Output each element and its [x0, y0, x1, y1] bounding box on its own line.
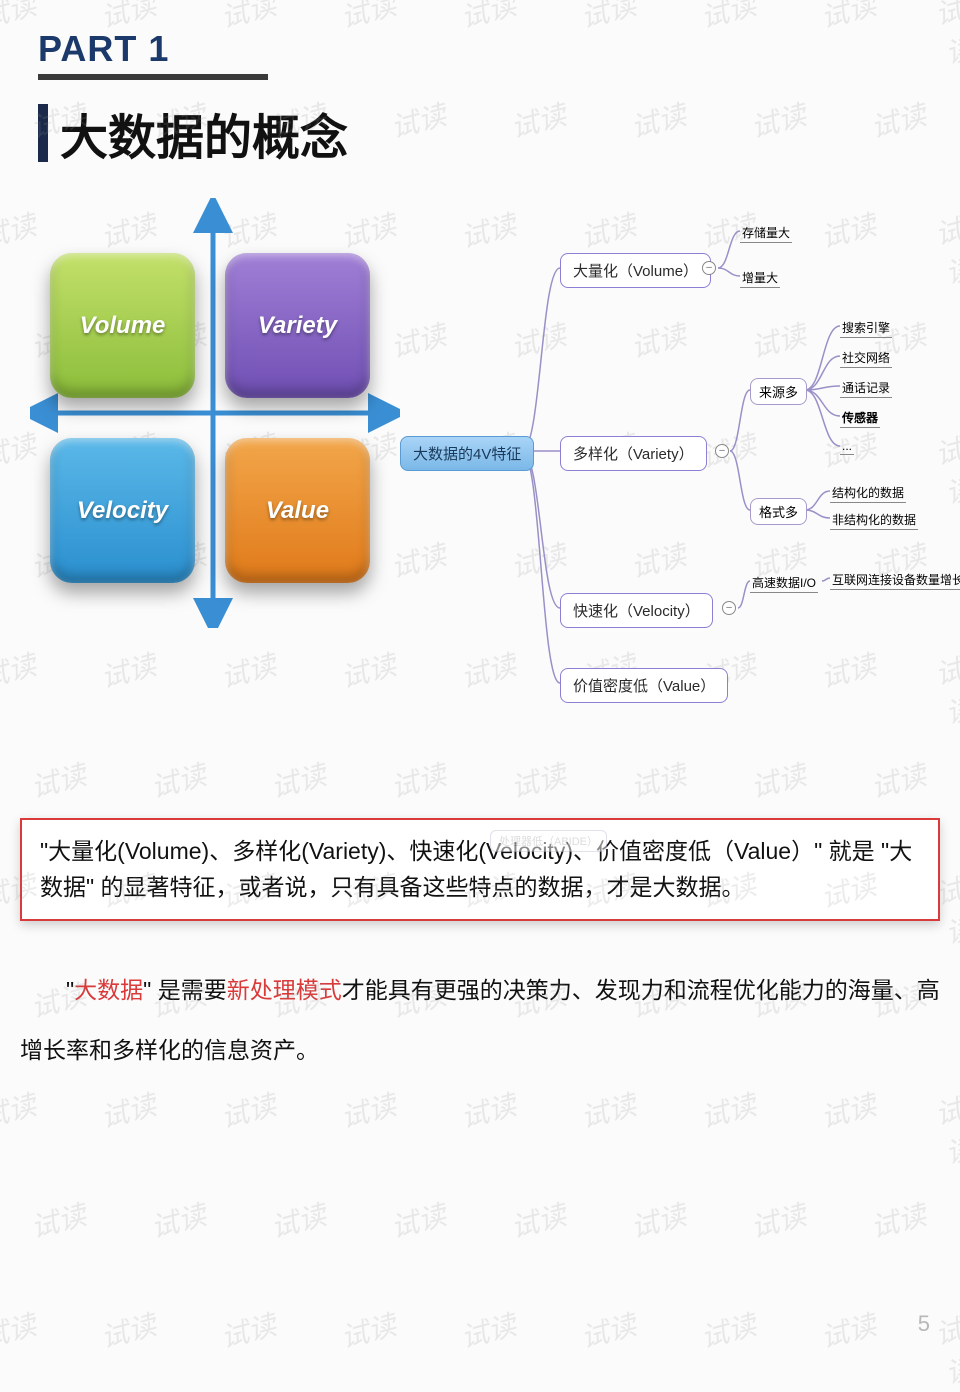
title-accent-bar [38, 104, 48, 162]
quadrant-tile-value: Value [225, 438, 370, 583]
watermark-text: 试读 [746, 753, 810, 806]
watermark-text: 试读 [146, 753, 210, 806]
mindmap-leaf: 传感器 [840, 408, 880, 428]
mindmap-leaf: 结构化的数据 [830, 483, 906, 503]
watermark-text: 试读 [506, 1193, 570, 1246]
watermark-text: 试读 [866, 753, 930, 806]
watermark-text: 试读 [96, 1083, 160, 1136]
page-title: 大数据的概念 [60, 98, 348, 168]
watermark-text: 试读 [696, 1303, 760, 1356]
mindmap-leaf: 增量大 [740, 268, 780, 288]
watermark-text: 试读 [0, 1303, 40, 1356]
watermark-text: 试读 [626, 1193, 690, 1246]
mindmap-node-velocity: 快速化（Velocity） [560, 593, 713, 628]
watermark-text: 试读 [816, 1303, 880, 1356]
mindmap-leaf: 非结构化的数据 [830, 510, 918, 530]
watermark-text: 试读 [866, 1193, 930, 1246]
definition-paragraph: "大数据" 是需要新处理模式才能具有更强的决策力、发现力和流程优化能力的海量、高… [20, 961, 940, 1081]
quadrant-tile-velocity: Velocity [50, 438, 195, 583]
watermark-text: 试读 [626, 753, 690, 806]
watermark-text: 试读 [930, 1308, 960, 1392]
mindmap-leaf: 互联网连接设备数量增长 [830, 570, 960, 590]
watermark-text: 试读 [456, 1303, 520, 1356]
expand-icon: – [722, 601, 736, 615]
watermark-text: 试读 [0, 1083, 40, 1136]
para-text: " [66, 977, 74, 1003]
mindmap-sub: 来源多 [750, 378, 807, 405]
watermark-text: 试读 [216, 1303, 280, 1356]
four-v-mindmap: 大数据的4V特征 大量化（Volume） 多样化（Variety） 快速化（Veloc… [400, 198, 950, 758]
mindmap-node-volume: 大量化（Volume） [560, 253, 711, 288]
mindmap-sub: 格式多 [750, 498, 807, 525]
watermark-text: 试读 [816, 1083, 880, 1136]
mindmap-node-value: 价值密度低（Value） [560, 668, 728, 703]
four-v-quadrant: VolumeVarietyVelocityValue [30, 198, 400, 628]
quadrant-tile-variety: Variety [225, 253, 370, 398]
watermark-text: 试读 [26, 1193, 90, 1246]
mindmap-leaf: 存储量大 [740, 223, 792, 243]
mindmap-sub: 高速数据I/O [750, 573, 818, 593]
para-text: " 是需要 [143, 977, 227, 1003]
mindmap-leaf: 搜索引擎 [840, 318, 892, 338]
watermark-text: 试读 [506, 753, 570, 806]
watermark-text: 试读 [266, 753, 330, 806]
mindmap-node-variety: 多样化（Variety） [560, 436, 707, 471]
mindmap-leaf: 通话记录 [840, 378, 892, 398]
page-number: 5 [918, 1311, 930, 1337]
watermark-text: 试读 [576, 1303, 640, 1356]
expand-icon: – [702, 261, 716, 275]
expand-icon: – [715, 444, 729, 458]
part-label: PART 1 [38, 28, 960, 70]
mindmap-leaf: ... [840, 438, 854, 455]
watermark-text: 试读 [266, 1193, 330, 1246]
watermark-text: 试读 [336, 1303, 400, 1356]
watermark-text: 试读 [146, 1193, 210, 1246]
part-underline [38, 74, 268, 80]
watermark-text: 试读 [930, 1088, 960, 1173]
watermark-text: 试读 [96, 1303, 160, 1356]
definition-callout: "大量化(Volume)、多样化(Variety)、快速化(Velocity)、… [20, 818, 940, 921]
mindmap-leaf: 社交网络 [840, 348, 892, 368]
watermark-text: 试读 [746, 1193, 810, 1246]
mindmap-root: 大数据的4V特征 [400, 436, 534, 471]
ghost-node: 处理器低（ABIDE） [490, 830, 607, 852]
watermark-text: 试读 [26, 753, 90, 806]
para-highlight-2: 新处理模式 [227, 977, 342, 1003]
para-highlight-1: 大数据 [74, 977, 143, 1003]
watermark-text: 试读 [216, 1083, 280, 1136]
quadrant-tile-volume: Volume [50, 253, 195, 398]
watermark-text: 试读 [386, 753, 450, 806]
watermark-text: 试读 [456, 1083, 520, 1136]
slide-header: PART 1 大数据的概念 [0, 0, 960, 168]
watermark-text: 试读 [336, 1083, 400, 1136]
watermark-text: 试读 [576, 1083, 640, 1136]
watermark-text: 试读 [386, 1193, 450, 1246]
watermark-text: 试读 [696, 1083, 760, 1136]
